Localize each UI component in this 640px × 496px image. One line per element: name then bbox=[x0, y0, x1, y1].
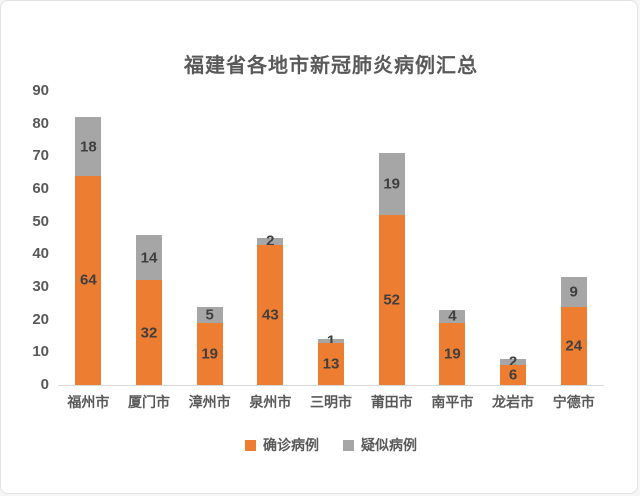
bar-value-label: 2 bbox=[266, 232, 275, 250]
y-axis-tick-label: 0 bbox=[40, 376, 49, 393]
legend-label: 疑似病例 bbox=[361, 437, 417, 453]
bar-value-label: 19 bbox=[201, 345, 219, 363]
x-axis-line bbox=[58, 385, 604, 386]
bar-segment-confirmed: 19 bbox=[439, 322, 466, 385]
bar-segment-suspected: 4 bbox=[439, 307, 466, 325]
bar-value-label: 4 bbox=[448, 307, 457, 325]
stacked-bar: 1 13 bbox=[318, 332, 345, 385]
y-axis-tick-label: 50 bbox=[32, 212, 49, 230]
legend-swatch-icon bbox=[245, 439, 256, 451]
bar-value-label: 52 bbox=[383, 291, 401, 309]
y-axis-tick-label: 20 bbox=[32, 310, 49, 328]
x-axis-label: 福州市 bbox=[67, 394, 110, 410]
chart-title: 福建省各地市新冠肺炎病例汇总 bbox=[184, 55, 478, 77]
bar-segment-suspected: 5 bbox=[196, 306, 223, 324]
x-axis-label: 厦门市 bbox=[128, 394, 170, 410]
bar-segment-suspected: 19 bbox=[378, 153, 405, 216]
bar-segment-confirmed: 13 bbox=[318, 342, 345, 385]
bar-value-label: 64 bbox=[79, 271, 97, 289]
bar-value-label: 1 bbox=[326, 332, 336, 350]
bar-segment-confirmed: 6 bbox=[500, 365, 527, 385]
bar-segment-suspected: 2 bbox=[257, 233, 284, 250]
bar-segment-confirmed: 64 bbox=[75, 175, 102, 385]
y-axis-tick-label: 10 bbox=[32, 343, 49, 361]
bar-column-2: 14 32 bbox=[119, 91, 180, 385]
bar-segment-confirmed: 52 bbox=[378, 215, 405, 385]
legend-label: 确诊病例 bbox=[263, 437, 319, 453]
stacked-bar: 18 64 bbox=[75, 117, 102, 385]
legend-swatch-icon bbox=[343, 439, 354, 451]
stacked-bar: 4 19 bbox=[439, 307, 466, 385]
bar-column-5: 1 13 bbox=[301, 91, 362, 385]
x-axis-label: 莆田市 bbox=[370, 394, 413, 410]
bar-value-label: 24 bbox=[565, 337, 583, 355]
stacked-bar: 2 43 bbox=[257, 233, 284, 385]
bar-value-label: 19 bbox=[383, 175, 401, 193]
stacked-bar: 19 52 bbox=[378, 153, 405, 385]
bar-segment-suspected: 2 bbox=[500, 354, 527, 371]
bar-segment-confirmed: 43 bbox=[257, 244, 284, 385]
bar-value-label: 18 bbox=[79, 138, 97, 156]
x-axis-label: 三明市 bbox=[310, 394, 353, 410]
bar-column-1: 18 64 bbox=[58, 91, 119, 385]
y-axis-tick-label: 40 bbox=[32, 245, 49, 263]
bar-segment-suspected: 9 bbox=[560, 277, 587, 307]
legend-item: 确诊病例 bbox=[245, 435, 319, 455]
x-axis-label: 龙岩市 bbox=[492, 394, 535, 410]
bar-value-label: 14 bbox=[140, 249, 158, 267]
bar-column-7: 4 19 bbox=[422, 91, 483, 385]
bar-segment-confirmed: 24 bbox=[560, 306, 587, 385]
bars-group: 18 64 14 32 5 19 2 43 1 13 19 52 4 19 2 6 9 24 bbox=[58, 91, 604, 385]
x-axis-labels: 福州市 厦门市 漳州市 泉州市 三明市 莆田市 南平市 龙岩市 宁德市 bbox=[58, 392, 604, 412]
bar-segment-suspected: 1 bbox=[318, 332, 345, 349]
bar-value-label: 6 bbox=[508, 366, 518, 384]
bar-segment-confirmed: 32 bbox=[136, 280, 162, 385]
legend-item: 疑似病例 bbox=[343, 435, 417, 455]
bar-value-label: 19 bbox=[444, 345, 461, 363]
y-axis-tick-label: 30 bbox=[32, 278, 49, 295]
y-axis-tick-label: 60 bbox=[32, 180, 49, 197]
y-axis-tick-label: 90 bbox=[32, 82, 49, 99]
bar-segment-suspected: 18 bbox=[75, 117, 102, 176]
bar-column-3: 5 19 bbox=[179, 91, 240, 385]
bar-column-6: 19 52 bbox=[361, 91, 422, 385]
x-axis-label: 南平市 bbox=[431, 394, 474, 410]
x-axis-label: 泉州市 bbox=[249, 394, 292, 410]
x-axis-label: 漳州市 bbox=[188, 394, 231, 410]
bar-segment-suspected: 14 bbox=[136, 234, 162, 281]
y-axis-tick-label: 80 bbox=[32, 114, 49, 132]
bar-value-label: 5 bbox=[205, 306, 214, 324]
bar-segment-confirmed: 19 bbox=[196, 322, 223, 385]
stacked-bar: 14 32 bbox=[136, 234, 162, 385]
legend: 确诊病例 疑似病例 bbox=[58, 435, 604, 455]
bar-value-label: 2 bbox=[508, 353, 518, 371]
stacked-bar: 9 24 bbox=[560, 277, 587, 385]
bar-column-4: 2 43 bbox=[240, 91, 301, 385]
bar-column-9: 9 24 bbox=[543, 91, 604, 385]
bar-value-label: 43 bbox=[262, 306, 279, 324]
stacked-bar: 5 19 bbox=[196, 306, 223, 385]
bar-value-label: 9 bbox=[569, 283, 578, 301]
y-axis-tick-label: 70 bbox=[32, 147, 49, 165]
bar-value-label: 32 bbox=[140, 324, 158, 342]
x-axis-label: 宁德市 bbox=[552, 394, 595, 410]
bar-value-label: 13 bbox=[322, 355, 340, 373]
